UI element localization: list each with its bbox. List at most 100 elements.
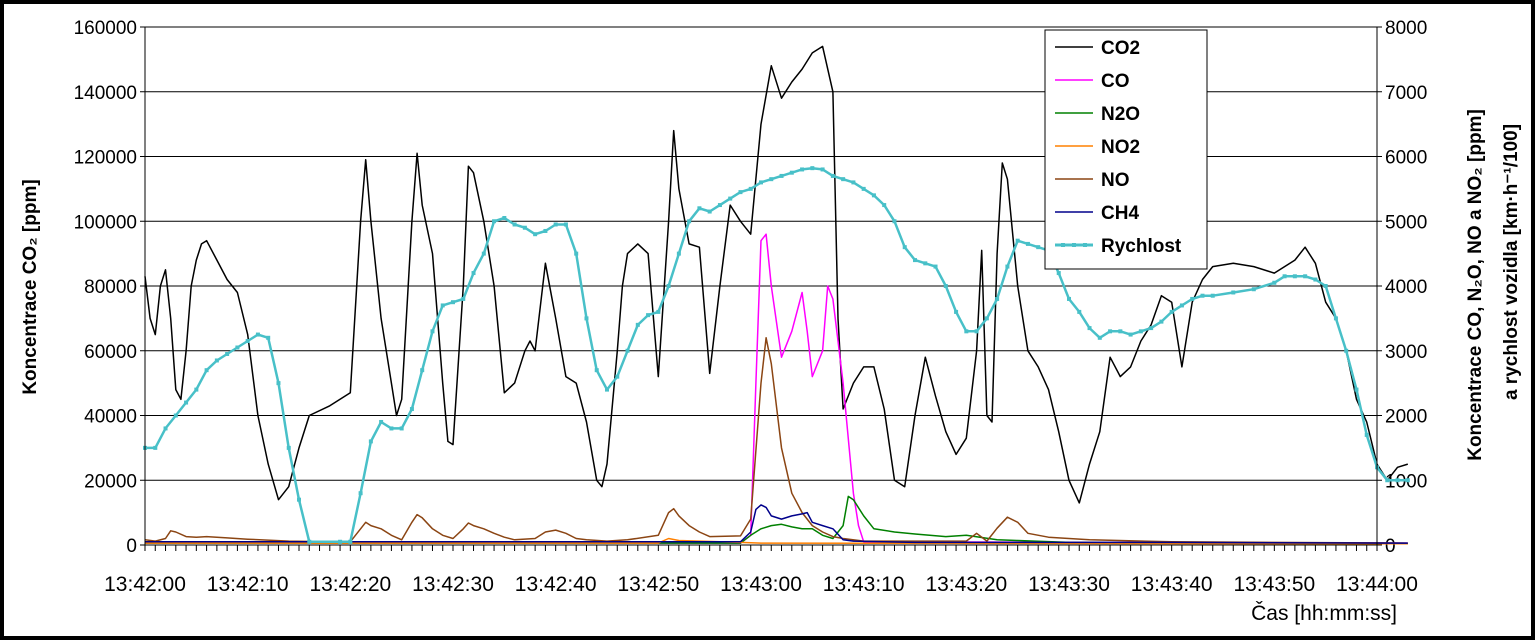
y-left-tick-label: 120000 <box>74 148 137 169</box>
series-point-rychlost <box>440 303 445 308</box>
y-right-tick-label: 3000 <box>1385 342 1427 363</box>
y-left-tick-label: 0 <box>126 536 137 557</box>
series-line-n2o <box>145 495 1408 545</box>
series-point-rychlost <box>871 193 876 198</box>
x-tick-label: 13:42:20 <box>309 573 391 596</box>
series-point-rychlost <box>964 329 969 334</box>
series-point-rychlost <box>451 300 455 305</box>
y-right-tick-label: 5000 <box>1385 212 1427 233</box>
series-point-rychlost <box>615 374 620 379</box>
plot-area-border <box>144 26 1378 546</box>
y-right-tick-label: 0 <box>1385 536 1396 557</box>
y-right-tick-label: 7000 <box>1385 83 1427 104</box>
series-point-rychlost <box>984 316 989 321</box>
legend-label-no2: NO2 <box>1101 137 1140 158</box>
x-tick-label: 13:42:10 <box>207 573 289 596</box>
series-point-rychlost <box>635 322 640 327</box>
series-point-rychlost <box>1405 478 1410 483</box>
series-point-rychlost <box>338 539 343 544</box>
series-point-rychlost <box>153 445 158 450</box>
series-point-rychlost <box>1385 478 1390 483</box>
series-point-rychlost <box>163 426 168 431</box>
series-point-rychlost <box>574 251 579 256</box>
x-tick-label: 13:42:30 <box>412 573 494 596</box>
series-point-rychlost <box>358 491 363 496</box>
series-point-rychlost <box>646 313 651 318</box>
series-point-rychlost <box>1272 280 1277 285</box>
series-point-rychlost <box>194 387 199 392</box>
legend-marker-rychlost <box>1061 243 1065 247</box>
series-point-rychlost <box>389 426 394 431</box>
series-point-rychlost <box>533 232 538 237</box>
legend-label-no: NO <box>1101 170 1130 191</box>
y-axis-right-title-line2: a rychlost vozidla [km·h⁻¹/100] <box>1501 124 1522 400</box>
series-point-rychlost <box>759 180 763 185</box>
y-left-tick-label: 20000 <box>84 471 137 492</box>
series-point-rychlost <box>379 419 384 424</box>
series-point-rychlost <box>1282 274 1287 279</box>
series-point-rychlost <box>1333 316 1338 321</box>
legend-label-co2: CO2 <box>1101 38 1140 59</box>
x-tick-label: 13:43:50 <box>1233 573 1315 596</box>
y-axis-right-title-line1: Koncentrace CO, N₂O, NO a NO₂ [ppm] <box>1465 109 1486 461</box>
series-point-rychlost <box>1138 329 1143 334</box>
legend-marker-rychlost <box>1072 243 1076 247</box>
series-point-rychlost <box>584 316 589 321</box>
series-point-rychlost <box>276 381 281 386</box>
x-tick-label: 13:43:20 <box>925 573 1007 596</box>
series-point-rychlost <box>184 400 189 405</box>
series-point-rychlost <box>225 351 230 356</box>
legend-label-co: CO <box>1101 71 1130 92</box>
series-point-rychlost <box>954 309 959 314</box>
y-right-tick-label: 2000 <box>1385 407 1427 428</box>
series-point-rychlost <box>1128 332 1133 337</box>
series-point-rychlost <box>717 203 722 208</box>
series-point-rychlost <box>789 170 794 175</box>
series-point-rychlost <box>1077 309 1082 314</box>
series-point-rychlost <box>286 445 291 450</box>
x-tick-label: 13:42:00 <box>104 573 186 596</box>
series-point-rychlost <box>348 539 353 544</box>
y-right-tick-label: 6000 <box>1385 148 1427 169</box>
series-point-rychlost <box>173 413 178 418</box>
series-point-rychlost <box>933 264 938 269</box>
series-point-rychlost <box>461 296 466 301</box>
series-point-rychlost <box>656 309 661 314</box>
series-line-co2 <box>144 45 1409 504</box>
series-point-rychlost <box>502 216 507 221</box>
series-point-rychlost <box>625 348 630 353</box>
y-axis-right-ticks: 010002000300040005000600070008000 <box>1377 18 1427 557</box>
series-point-rychlost <box>1292 274 1297 279</box>
series-point-rychlost <box>512 222 517 227</box>
series-line-no <box>144 337 1408 544</box>
series-point-rychlost <box>687 219 692 224</box>
series-point-rychlost <box>676 251 681 256</box>
series-line-rychlost <box>145 166 1408 544</box>
series-point-rychlost <box>594 368 599 373</box>
series-point-rychlost <box>1210 293 1215 298</box>
series-point-rychlost <box>1303 274 1308 279</box>
series-point-rychlost <box>307 539 312 544</box>
series-point-rychlost <box>1231 290 1236 295</box>
series-point-rychlost <box>1364 432 1369 437</box>
y-left-tick-label: 80000 <box>84 277 137 298</box>
series-point-rychlost <box>399 426 404 431</box>
x-tick-label: 13:44:00 <box>1336 573 1418 596</box>
series-point-rychlost <box>471 271 476 276</box>
y-left-tick-label: 40000 <box>84 407 137 428</box>
series-point-rychlost <box>1067 296 1071 301</box>
series-point-rychlost <box>779 173 784 178</box>
series-point-rychlost <box>830 173 835 178</box>
series-point-rychlost <box>1036 245 1041 250</box>
series-point-rychlost <box>492 219 497 224</box>
series-point-rychlost <box>1190 296 1195 301</box>
series-point-rychlost <box>368 439 373 444</box>
series-point-rychlost <box>1313 277 1318 282</box>
series-point-rychlost <box>553 222 558 227</box>
x-tick-label: 13:42:50 <box>617 573 699 596</box>
series-line-co <box>145 233 1408 544</box>
series-point-rychlost <box>902 245 907 250</box>
y-left-tick-label: 60000 <box>84 342 137 363</box>
